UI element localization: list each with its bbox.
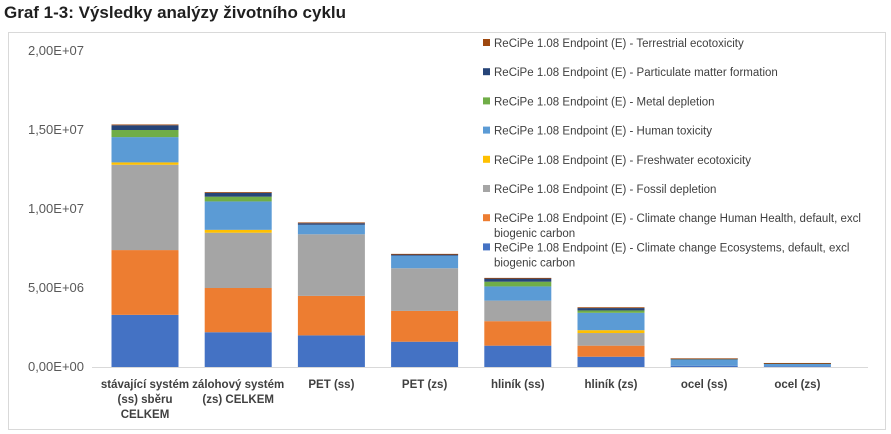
bar-segment [484,278,552,282]
legend-swatch [483,126,490,134]
bar-segment [204,196,272,202]
bar-stack [577,307,645,367]
bar-segment [391,253,459,255]
bar-segment [670,359,738,366]
bar-segment [204,332,272,367]
bar-segment [111,130,179,138]
bar-segment [763,362,831,364]
bar-stack [391,253,459,367]
legend-item: ReCiPe 1.08 Endpoint (E) - Terrestrial e… [483,38,744,50]
legend-swatch [483,39,490,46]
bar-segment [577,312,645,331]
bar-segment [111,164,179,251]
legend-item: ReCiPe 1.08 Endpoint (E) - Fossil deplet… [483,184,716,196]
bar-segment [204,192,272,193]
bar-segment [111,125,179,130]
x-category-label: ocel (zs) [774,379,820,391]
bar-segment [204,288,272,333]
bar-segment [391,254,459,256]
x-category-label: PET (zs) [402,379,448,391]
bar-segment [391,310,459,342]
bar-segment [577,310,645,313]
y-tick-label: 1,50E+07 [28,122,84,137]
x-category-label: stávající systém (ss) sběru CELKEM [101,379,189,421]
bar-segment [577,307,645,309]
bar-stack [484,277,552,367]
bar-segment [204,232,272,288]
legend-swatch [483,68,490,76]
bar-segment [484,321,552,346]
bar-segment [484,281,552,287]
bar-segment [670,358,738,360]
legend-swatch [483,214,490,222]
bar-segment [391,268,459,311]
chart-title: Graf 1-3: Výsledky analýzy životního cyk… [4,3,347,22]
chart-area [8,32,886,430]
legend-swatch [483,155,490,163]
legend-label: ReCiPe 1.08 Endpoint (E) - Climate chang… [494,213,861,240]
bar-stack [111,124,179,367]
legend-item: ReCiPe 1.08 Endpoint (E) - Particulate m… [483,67,778,79]
bar-segment [577,356,645,367]
bar-segment [111,137,179,163]
bar-segment [111,250,179,315]
x-category-label: ocel (ss) [681,379,728,391]
bar-segment [391,341,459,367]
y-tick-label: 2,00E+07 [28,43,84,58]
legend-item: ReCiPe 1.08 Endpoint (E) - Climate chang… [483,242,849,269]
legend-label: ReCiPe 1.08 Endpoint (E) - Particulate m… [494,67,778,79]
bar-segment [297,223,365,225]
bar-segment [763,366,831,368]
bar-segment [577,345,645,357]
legend-swatch [483,185,490,192]
bar-segment [577,330,645,334]
bar-stack [204,192,272,367]
bar-segment [111,162,179,165]
bar-segment [577,308,645,311]
bar-segment [484,286,552,301]
x-category-label: hliník (ss) [491,379,545,391]
legend-label: ReCiPe 1.08 Endpoint (E) - Metal depleti… [494,96,715,108]
bar-stack [763,362,831,368]
bar-stack [297,222,365,367]
bar-segment [297,234,365,296]
bar-segment [111,124,179,126]
legend-item: ReCiPe 1.08 Endpoint (E) - Metal depleti… [483,96,715,108]
bar-segment [297,335,365,367]
bar-segment [670,365,738,367]
bar-segment [577,333,645,346]
x-category-label: PET (ss) [308,379,354,391]
bar-segment [391,255,459,269]
bar-segment [297,222,365,224]
legend-label: ReCiPe 1.08 Endpoint (E) - Fossil deplet… [494,184,716,196]
legend-item: ReCiPe 1.08 Endpoint (E) - Climate chang… [483,213,861,240]
legend-swatch [483,97,490,105]
legend-swatch [483,243,490,251]
y-tick-label: 0,00E+00 [28,359,84,374]
legend-label: ReCiPe 1.08 Endpoint (E) - Terrestrial e… [494,38,744,50]
bar-segment [484,345,552,367]
bar-stack [670,358,738,367]
bar-segment [204,201,272,230]
bar-segment [484,300,552,322]
legend-item: ReCiPe 1.08 Endpoint (E) - Human toxicit… [483,126,712,138]
legend-label: ReCiPe 1.08 Endpoint (E) - Human toxicit… [494,126,712,138]
legend-item: ReCiPe 1.08 Endpoint (E) - Freshwater ec… [483,155,751,167]
legend-label: ReCiPe 1.08 Endpoint (E) - Freshwater ec… [494,155,751,167]
y-tick-label: 5,00E+06 [28,280,84,295]
bar-segment [204,192,272,197]
x-category-label: hliník (zs) [584,379,637,391]
y-tick-label: 1,00E+07 [28,201,84,216]
bar-segment [111,314,179,367]
x-category-label: zálohový systém (zs) CELKEM [192,379,284,406]
bar-segment [297,224,365,235]
bar-segment [204,229,272,233]
bar-segment [297,295,365,336]
bar-segment [484,277,552,279]
legend-label: ReCiPe 1.08 Endpoint (E) - Climate chang… [494,242,849,269]
bar-segment [763,363,831,367]
